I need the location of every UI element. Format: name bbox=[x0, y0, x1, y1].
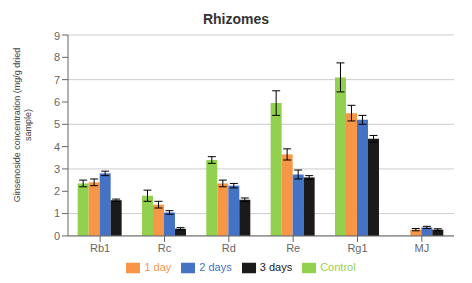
svg-text:5: 5 bbox=[54, 118, 60, 130]
svg-text:6: 6 bbox=[54, 96, 60, 108]
svg-text:MJ: MJ bbox=[414, 242, 429, 254]
svg-text:8: 8 bbox=[54, 51, 60, 63]
svg-text:Rd: Rd bbox=[222, 242, 236, 254]
svg-text:Rc: Rc bbox=[158, 242, 172, 254]
html-text:3 days: 3 days bbox=[259, 260, 293, 273]
html-text:1 day: 1 day bbox=[144, 260, 172, 273]
html-text:Ginsenoside concentration (mg/: Ginsenoside concentration (mg/g dried sa… bbox=[12, 47, 33, 203]
svg-text:1: 1 bbox=[54, 207, 60, 219]
svg-text:Rg1: Rg1 bbox=[347, 242, 367, 254]
svg-text:2: 2 bbox=[54, 185, 60, 197]
svg-text:3: 3 bbox=[54, 163, 60, 175]
html-text:Control: Control bbox=[320, 260, 356, 273]
html-text:2 days: 2 days bbox=[199, 260, 232, 273]
svg-text:Re: Re bbox=[286, 242, 300, 254]
svg-text:9: 9 bbox=[54, 30, 60, 42]
svg-text:4: 4 bbox=[54, 141, 60, 153]
svg-text:7: 7 bbox=[54, 74, 60, 86]
svg-text:0: 0 bbox=[54, 230, 60, 242]
svg-text:Rb1: Rb1 bbox=[90, 242, 110, 254]
html-text:Rhizomes: Rhizomes bbox=[202, 11, 270, 27]
